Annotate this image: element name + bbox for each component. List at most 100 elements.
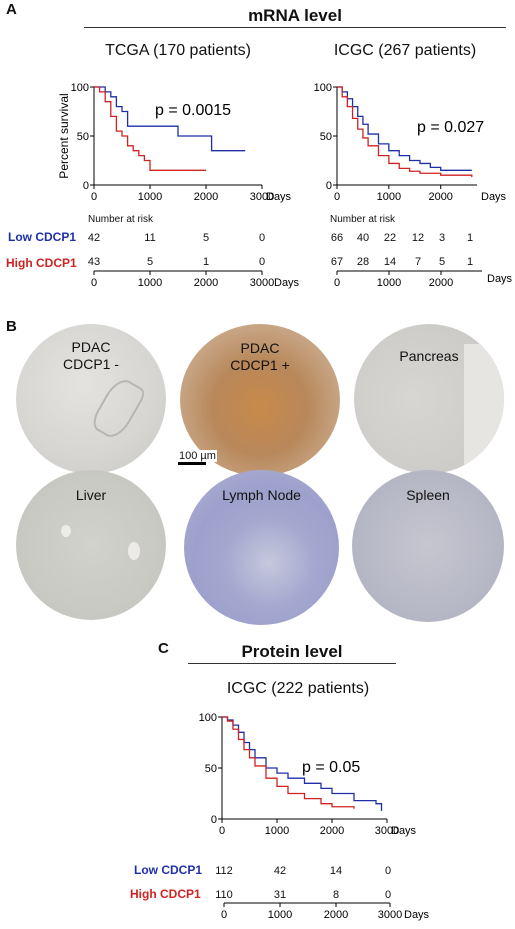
- x-tick-label: 2000: [320, 825, 344, 837]
- risk-header-tcga: Number at risk: [88, 214, 154, 225]
- risk-count-high: 1: [466, 256, 474, 268]
- x-tick-label: 1000: [265, 825, 289, 837]
- x-axis-unit: Days: [266, 191, 292, 203]
- tissue-label-pdac-positive: PDAC CDCP1 +: [230, 340, 290, 373]
- survival-curve-low: [337, 86, 472, 171]
- x-tick-label: 0: [219, 825, 225, 837]
- risk-count-high: 8: [332, 889, 340, 901]
- risk-count-high: 1: [202, 256, 210, 268]
- risk-count-low: 42: [87, 232, 101, 244]
- protein-plot-title: ICGC (222 patients): [226, 680, 370, 697]
- risk-count-low: 42: [273, 865, 287, 877]
- x-tick-label: 2000: [194, 191, 218, 203]
- survival-curve-high: [94, 86, 206, 171]
- risk-count-high: 5: [146, 256, 154, 268]
- risk-count-high: 43: [87, 256, 101, 268]
- tissue-core-spleen: Spleen: [352, 470, 504, 622]
- risk-count-high: 67: [330, 256, 344, 268]
- risk-axis-c: 0 1000 2000 3000 Days: [221, 902, 430, 921]
- tcga-title: TCGA (170 patients): [105, 42, 251, 59]
- tissue-core-pancreas: Pancreas: [354, 324, 504, 474]
- x-axis-unit: Days: [404, 909, 430, 921]
- y-tick-label: 0: [83, 180, 89, 192]
- risk-count-low: 112: [215, 865, 233, 877]
- p-value: p = 0.027: [417, 119, 484, 136]
- x-tick-label: 1000: [377, 191, 401, 203]
- y-tick-label: 50: [77, 131, 89, 143]
- risk-count-low: 22: [383, 232, 397, 244]
- survival-plot-icgc: 100 50 00 1000 2000 Days p = 0.027: [314, 82, 507, 203]
- x-tick-label: 0: [221, 909, 227, 921]
- y-tick-label: 50: [320, 131, 332, 143]
- x-tick-label: 3000: [378, 909, 402, 921]
- survival-curve-high: [337, 86, 473, 178]
- tissue-texture: [464, 344, 504, 474]
- risk-count-low: 11: [144, 232, 156, 244]
- y-tick-label: 100: [314, 82, 332, 94]
- tissue-core-liver: Liver: [16, 470, 166, 620]
- section-title-mrna: mRNA level: [248, 6, 342, 25]
- risk-count-low: 66: [330, 232, 344, 244]
- p-value: p = 0.05: [302, 759, 360, 776]
- scale-bar: [178, 462, 206, 465]
- tissue-core-lymph-node: Lymph Node: [184, 470, 339, 625]
- x-tick-label: 1000: [138, 277, 162, 289]
- x-tick-label: 1000: [138, 191, 162, 203]
- x-tick-label: 0: [91, 191, 97, 203]
- y-axis-label: Percent survival: [57, 93, 71, 178]
- tissue-label-pancreas: Pancreas: [399, 348, 459, 364]
- y-tick-label: 0: [326, 180, 332, 192]
- x-tick-label: 0: [91, 277, 97, 289]
- risk-count-high: 5: [438, 256, 446, 268]
- risk-count-low: 5: [202, 232, 210, 244]
- y-tick-label: 100: [199, 712, 217, 724]
- x-tick-label: 3000: [250, 191, 274, 203]
- panel-letter-b: B: [6, 318, 17, 335]
- tissue-texture: [128, 542, 140, 560]
- x-tick-label: 1000: [377, 277, 401, 289]
- high-cdcp1-label-protein: High CDCP1: [130, 887, 201, 901]
- y-tick-label: 0: [211, 814, 217, 826]
- x-tick-label: 0: [334, 191, 340, 203]
- tissue-label-lymph-node: Lymph Node: [222, 487, 301, 503]
- icgc-title: ICGC (267 patients): [333, 42, 477, 59]
- risk-count-low: 14: [329, 865, 343, 877]
- tissue-texture: [88, 374, 148, 443]
- risk-count-high: 28: [356, 256, 370, 268]
- section-underline: [188, 663, 396, 664]
- x-tick-label: 3000: [375, 825, 399, 837]
- x-axis-unit: Days: [391, 825, 417, 837]
- x-tick-label: 3000: [250, 277, 274, 289]
- risk-header-icgc: Number at risk: [330, 214, 396, 225]
- risk-count-low: 12: [411, 232, 425, 244]
- survival-curve-low: [222, 716, 383, 811]
- low-cdcp1-label: Low CDCP1: [8, 230, 77, 244]
- section-title-protein: Protein level: [241, 642, 343, 661]
- tissue-label-liver: Liver: [75, 487, 107, 503]
- panel-letter-a: A: [6, 1, 17, 18]
- x-axis-unit: Days: [487, 273, 513, 285]
- x-axis-unit: Days: [274, 277, 300, 289]
- x-tick-label: 2000: [429, 277, 453, 289]
- risk-count-low: 40: [356, 232, 370, 244]
- p-value: p = 0.0015: [155, 102, 231, 119]
- risk-count-high: 7: [414, 256, 422, 268]
- tissue-core-pdac-negative: PDAC CDCP1 -: [16, 324, 166, 474]
- x-tick-label: 0: [334, 277, 340, 289]
- y-tick-label: 50: [205, 763, 217, 775]
- risk-count-high: 31: [273, 889, 287, 901]
- section-underline: [84, 27, 506, 28]
- y-tick-label: 100: [71, 82, 89, 94]
- low-cdcp1-label-protein: Low CDCP1: [134, 863, 203, 877]
- risk-count-high: 14: [383, 256, 397, 268]
- risk-count-high: 0: [384, 889, 392, 901]
- risk-count-low: 0: [384, 865, 392, 877]
- x-tick-label: 2000: [324, 909, 348, 921]
- risk-count-high: 0: [258, 256, 266, 268]
- tissue-texture: [61, 525, 71, 537]
- survival-curve-high: [222, 716, 355, 809]
- tissue-label-spleen: Spleen: [406, 487, 450, 503]
- scale-bar-label: 100 µm: [178, 450, 217, 462]
